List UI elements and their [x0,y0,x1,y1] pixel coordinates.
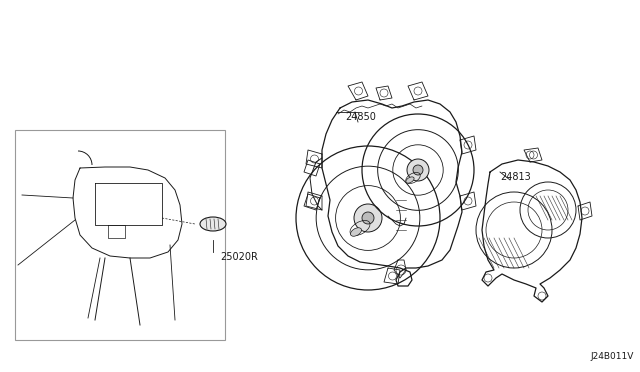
Ellipse shape [200,217,226,231]
Circle shape [362,212,374,224]
Text: 24850: 24850 [345,112,376,122]
Ellipse shape [406,177,414,183]
Text: J24B011V: J24B011V [590,352,634,361]
Text: 24813: 24813 [500,172,531,182]
Ellipse shape [351,228,362,236]
Circle shape [407,159,429,181]
Bar [15,130,225,340]
Circle shape [354,204,382,232]
Text: 25020R: 25020R [220,252,258,262]
Circle shape [413,165,423,175]
